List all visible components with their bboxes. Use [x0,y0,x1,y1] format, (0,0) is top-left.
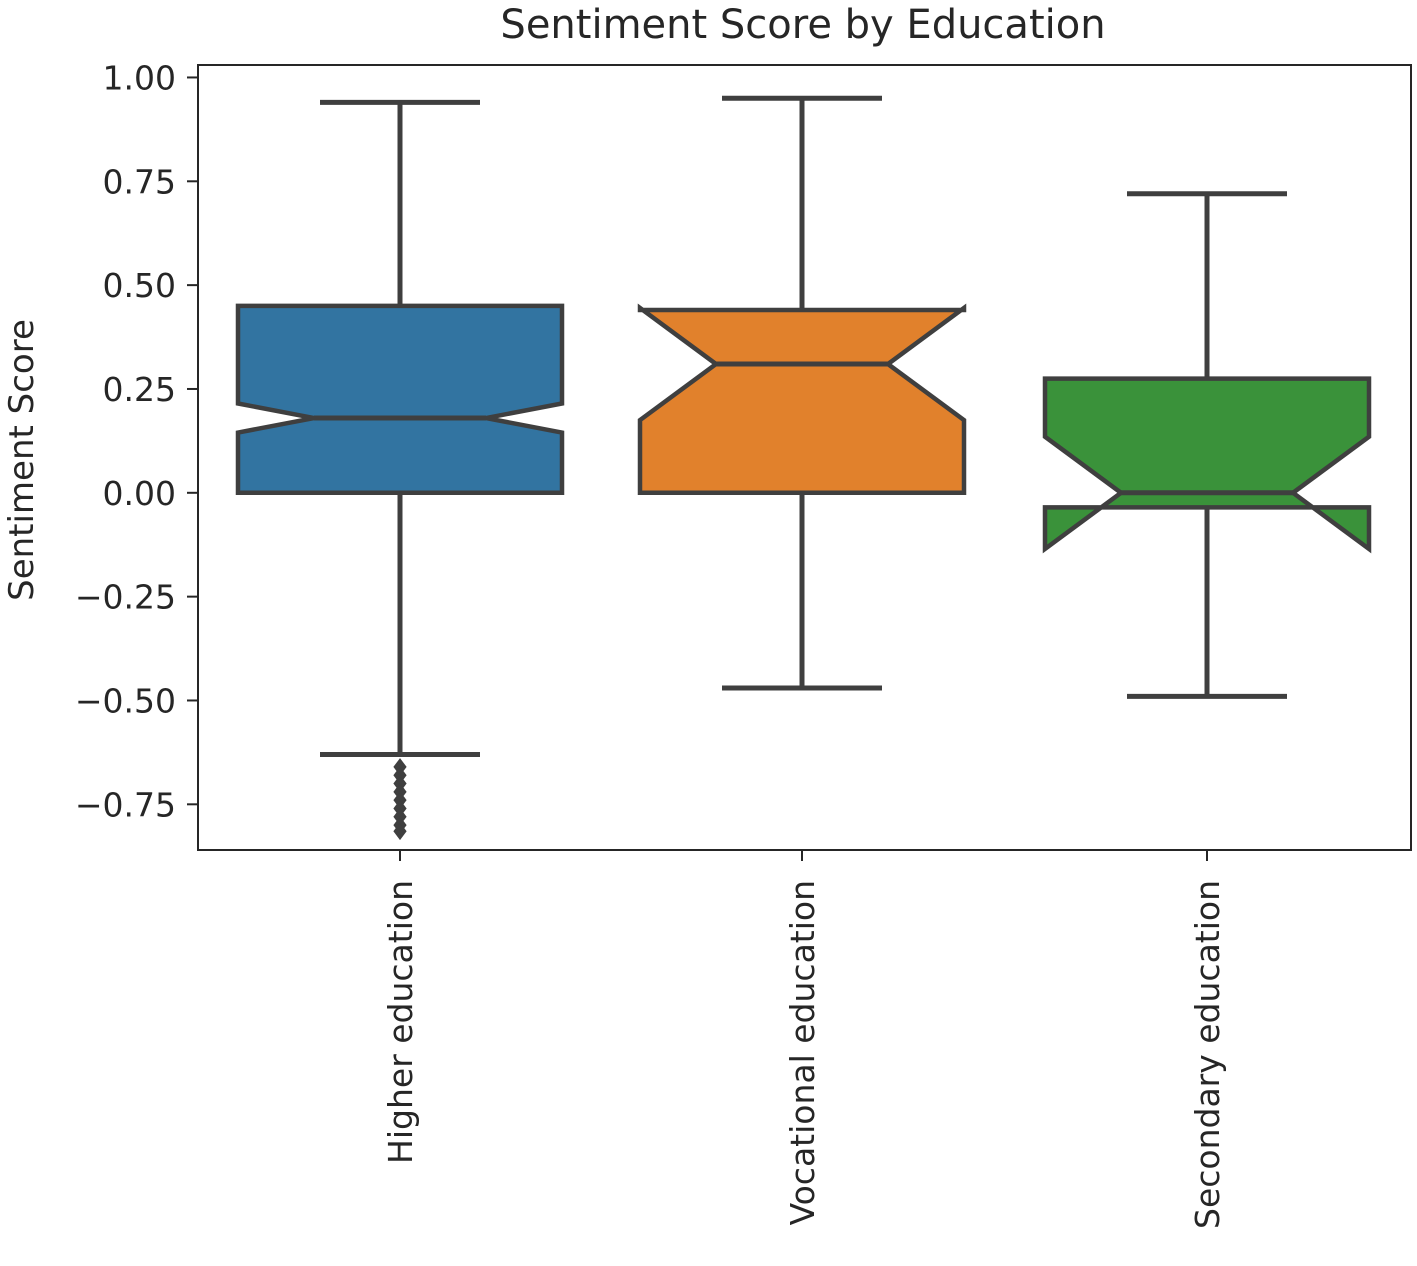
y-tick-label: −0.50 [75,681,176,720]
outlier-point [393,822,407,841]
box-secondary-education [1042,376,1372,554]
y-tick-label: 0.25 [103,370,176,409]
chart-title: Sentiment Score by Education [500,2,1105,48]
plot-area: 1.00 0.75 0.50 0.25 0.00 −0.25 −0.50 −0.75 Highe… [75,58,1412,1229]
box-higher-education [235,303,565,496]
x-tick-label-secondary-education: Secondary education [1188,880,1227,1229]
y-tick-label: −0.75 [75,785,176,824]
box-vocational-education [637,303,967,496]
x-tick-label-vocational-education: Vocational education [783,880,822,1225]
y-tick-label: −0.25 [75,578,176,617]
y-axis-label: Sentiment Score [2,319,42,601]
y-tick-label: 1.00 [103,58,176,97]
x-tick-label-higher-education: Higher education [381,880,420,1164]
plot-frame [197,64,1412,851]
y-tick-label: 0.75 [103,162,176,201]
y-tick-label: 0.50 [103,266,176,305]
y-tick-label: 0.00 [103,474,176,513]
